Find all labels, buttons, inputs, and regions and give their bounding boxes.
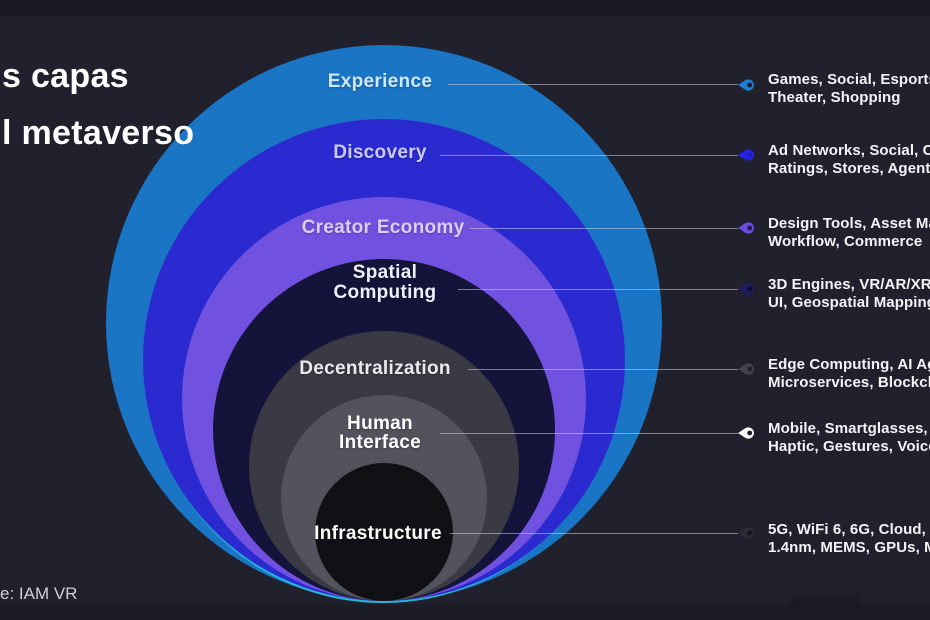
human-interface-pin-icon — [738, 427, 754, 439]
experience-pin-icon — [738, 79, 754, 91]
label-human-interface: Human Interface — [339, 413, 421, 453]
decentralization-pin-icon — [738, 363, 754, 375]
top-border-strip — [0, 0, 930, 16]
annotation-spatial-computing: 3D Engines, VR/AR/XR, M UI, Geospatial M… — [768, 276, 930, 311]
label-infrastructure: Infrastructure — [314, 523, 442, 544]
title-line-2: l metaverso — [2, 114, 195, 152]
label-experience: Experience — [327, 71, 433, 92]
source-credit: e: IAM VR — [0, 584, 78, 603]
annotation-line: Ratings, Stores, Agents — [768, 159, 930, 177]
annotation-line: UI, Geospatial Mapping — [768, 293, 930, 311]
annotation-line: Mobile, Smartglasses, W — [768, 420, 930, 437]
label-creator-economy: Creator Economy — [301, 217, 465, 238]
leader-line-decentralization — [468, 369, 738, 370]
annotation-line: Haptic, Gestures, Voice — [768, 437, 930, 455]
annotation-experience: Games, Social, Esports, Theater, Shoppin… — [768, 71, 930, 106]
creator-economy-pin-icon — [738, 222, 754, 234]
label-decentralization: Decentralization — [299, 358, 451, 379]
annotation-line: Microservices, Blockche — [768, 373, 930, 391]
annotation-infrastructure: 5G, WiFi 6, 6G, Cloud, 7n 1.4nm, MEMS, G… — [768, 521, 930, 556]
title-line-1: s capas — [2, 57, 129, 95]
annotation-line: Edge Computing, AI Ag — [768, 356, 930, 373]
page-title: s capas l metaverso — [2, 48, 194, 162]
leader-line-spatial-computing — [458, 289, 738, 290]
annotation-line: 3D Engines, VR/AR/XR, M — [768, 276, 930, 293]
leader-line-experience — [448, 84, 738, 85]
annotation-line: Games, Social, Esports, — [768, 71, 930, 88]
leader-line-discovery — [440, 155, 738, 156]
leader-line-creator-economy — [470, 228, 738, 229]
annotation-creator-economy: Design Tools, Asset Ma Workflow, Commerc… — [768, 215, 930, 250]
label-discovery: Discovery — [333, 142, 427, 163]
discovery-pin-icon — [738, 149, 754, 161]
annotation-line: Ad Networks, Social, Cu — [768, 142, 930, 159]
annotation-human-interface: Mobile, Smartglasses, W Haptic, Gestures… — [768, 420, 930, 455]
annotation-decentralization: Edge Computing, AI Ag Microservices, Blo… — [768, 356, 930, 391]
circle-infrastructure — [315, 463, 453, 601]
annotation-line: 5G, WiFi 6, 6G, Cloud, 7n — [768, 521, 930, 538]
leader-line-infrastructure — [450, 533, 738, 534]
annotation-discovery: Ad Networks, Social, Cu Ratings, Stores,… — [768, 142, 930, 177]
leader-line-human-interface — [440, 433, 738, 434]
annotation-line: Design Tools, Asset Ma — [768, 215, 930, 232]
spatial-computing-pin-icon — [738, 283, 754, 295]
infrastructure-pin-icon — [738, 527, 754, 539]
bottom-border-strip — [0, 604, 930, 620]
annotation-line: Theater, Shopping — [768, 88, 901, 106]
watermark-smudge — [790, 597, 860, 606]
annotation-line: Workflow, Commerce — [768, 232, 923, 250]
label-spatial-computing: Spatial Computing — [333, 262, 437, 303]
annotation-line: 1.4nm, MEMS, GPUs, Mat — [768, 538, 930, 556]
